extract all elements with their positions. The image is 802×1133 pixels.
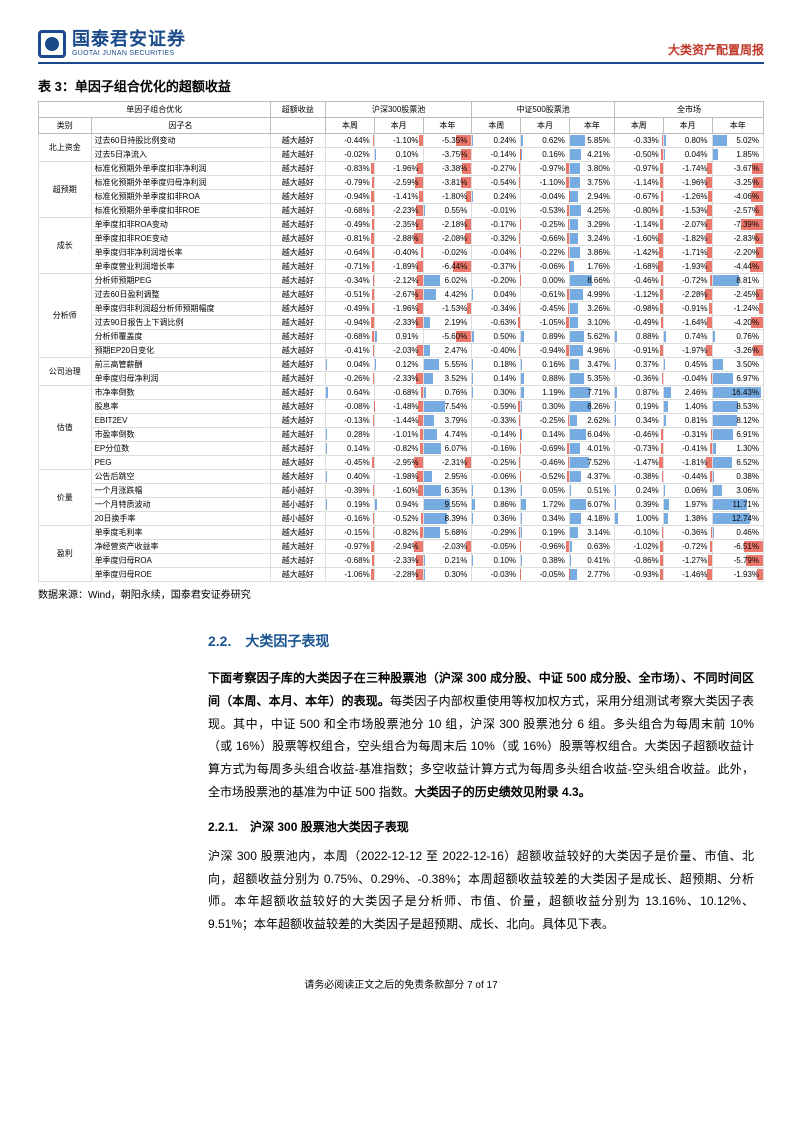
logo-cn: 国泰君安证券 [72,30,186,50]
subsection-title: 2.2.1. 沪深 300 股票池大类因子表现 [208,818,754,835]
report-type: 大类资产配置周报 [668,41,764,58]
section-title: 2.2. 大类因子表现 [208,631,754,651]
logo-en: GUOTAI JUNAN SECURITIES [72,50,186,58]
table-title: 表 3：单因子组合优化的超额收益 [38,76,764,95]
table-source: 数据来源：Wind，朝阳永续，国泰君安证券研究 [38,586,764,601]
body-para-2: 沪深 300 股票池内，本周（2022-12-12 至 2022-12-16）超… [208,845,754,936]
footer: 请务必阅读正文之后的免责条款部分 7 of 17 [38,976,764,991]
header: 国泰君安证券 GUOTAI JUNAN SECURITIES 大类资产配置周报 [38,30,764,64]
logo: 国泰君安证券 GUOTAI JUNAN SECURITIES [38,30,186,58]
body-para-1: 下面考察因子库的大类因子在三种股票池（沪深 300 成分股、中证 500 成分股… [208,667,754,804]
logo-icon [38,30,66,58]
factor-table: 单因子组合优化超额收益沪深300股票池中证500股票池全市场类别因子名本周本月本… [38,101,764,582]
